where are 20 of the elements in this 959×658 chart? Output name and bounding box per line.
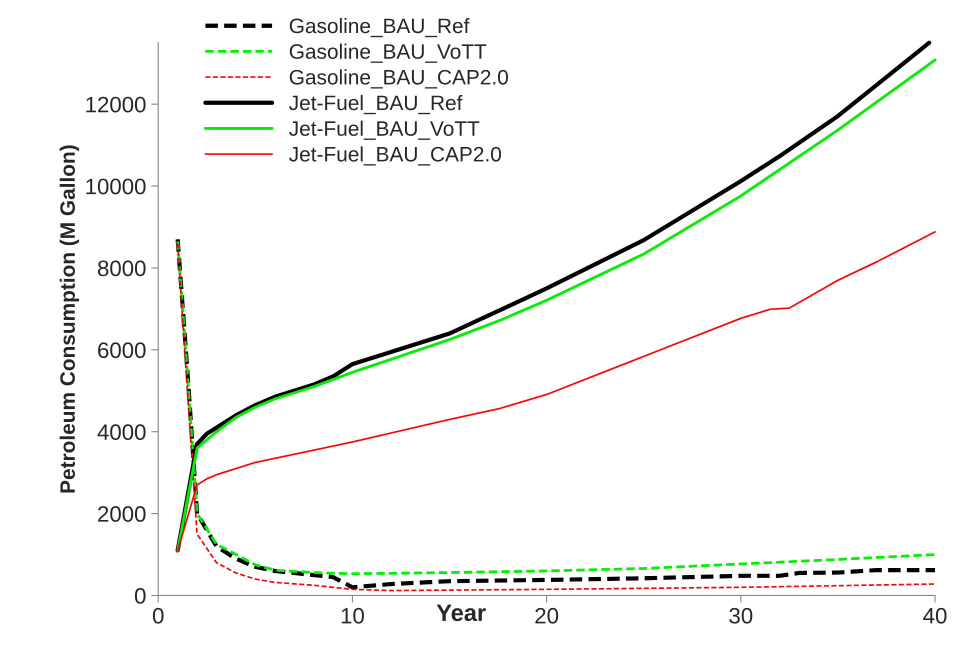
legend-label: Jet-Fuel_BAU_CAP2.0 <box>289 146 501 166</box>
x-axis-title: Year <box>436 604 486 622</box>
x-tick-label: 10 <box>342 608 364 624</box>
y-tick-label: 8000 <box>98 260 146 276</box>
x-tick-label: 40 <box>923 608 947 624</box>
y-tick-label: 6000 <box>98 342 146 358</box>
y-tick-label: 0 <box>134 588 146 604</box>
x-tick-label: 20 <box>535 608 558 624</box>
y-tick-label: 10000 <box>86 178 146 194</box>
y-tick-label: 2000 <box>98 506 146 522</box>
legend-label: Jet-Fuel_BAU_VoTT <box>289 120 480 140</box>
legend-label: Jet-Fuel_BAU_Ref <box>289 94 462 114</box>
legend-label: Gasoline_BAU_Ref <box>290 18 470 38</box>
x-tick-label: 30 <box>729 608 752 624</box>
legend-label: Gasoline_BAU_VoTT <box>290 44 486 63</box>
y-tick-label: 4000 <box>98 424 146 440</box>
legend-label: Gasoline_BAU_CAP2.0 <box>290 69 508 89</box>
y-axis-title: Petroleum Consumption (M Gallon) <box>60 145 80 492</box>
x-tick-label: 0 <box>152 608 164 624</box>
y-tick-label: 12000 <box>86 96 146 112</box>
